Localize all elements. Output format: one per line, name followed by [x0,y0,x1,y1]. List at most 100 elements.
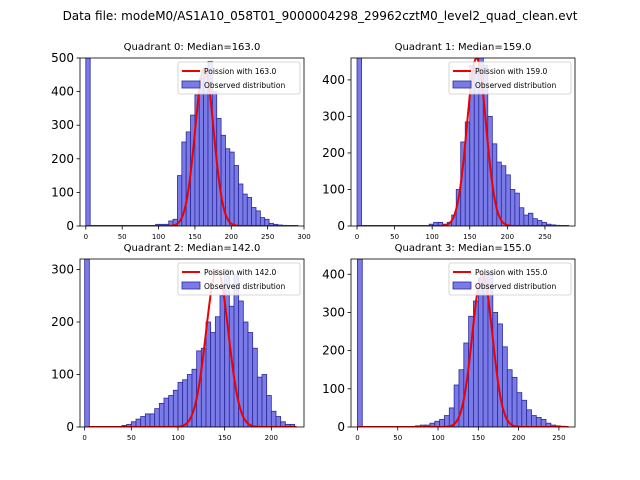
legend-label-observed: Observed distribution [475,282,556,291]
legend-label-observed: Observed distribution [204,81,285,90]
x-tick-label: 100 [425,233,438,241]
histogram-bar [516,392,523,427]
y-tick-label: 100 [322,382,345,396]
plot-area-3 [357,259,569,427]
histogram-bar [540,418,547,427]
poisson-curve [357,58,569,226]
y-tick-label: 200 [322,146,345,160]
legend-label-observed: Observed distribution [475,81,556,90]
histogram-bar [158,402,165,427]
histogram-bar [144,413,151,427]
histogram-bar [270,410,277,427]
legend-bar-swatch [452,80,472,89]
histogram-bar [259,217,266,226]
y-tick-label: 200 [322,344,345,358]
subplot-quadrant-1: Quadrant 1: Median=159.0 0 50 100 150 200 250 0… [322,42,576,241]
x-tick-label: 250 [261,233,274,241]
histogram-bar [242,193,248,226]
legend-label-poisson: Poission with 142.0 [204,268,277,277]
histogram-bar [444,415,450,427]
y-tick-label: 200 [51,152,74,166]
x-tick-label: 50 [393,434,402,442]
histogram-bar [238,183,244,226]
y-tick-label: 0 [337,219,345,233]
histogram-bar [214,316,221,427]
histogram-bar [149,413,156,427]
y-tick-label: 0 [66,219,74,233]
subplot-title: Quadrant 2: Median=142.0 [124,243,261,254]
subplot-title: Quadrant 3: Median=155.0 [395,243,532,254]
histogram-bar [264,218,270,226]
histogram-bar [289,423,296,427]
legend-box [177,61,301,95]
histogram-bar [163,397,170,427]
x-tick-label: 0 [355,434,359,442]
legend: Poission with 159.0 Observed distribution [448,61,572,95]
histogram-bar [511,376,518,427]
x-tick-label: 0 [355,233,359,241]
x-tick-label: 0 [84,233,88,241]
subplot-quadrant-3: Quadrant 3: Median=155.0 0 50 100 150 200 250 0… [322,243,576,442]
histogram-bar [135,418,142,427]
x-tick-label: 250 [552,434,565,442]
x-tick-label: 200 [225,233,238,241]
histogram-bar [205,321,212,427]
subplot-title: Quadrant 1: Median=159.0 [395,42,532,53]
poisson-curve [357,273,569,427]
legend-label-observed: Observed distribution [204,282,285,291]
histogram-bar [506,369,513,427]
histogram-bar [509,189,516,226]
histogram-bar [85,58,91,226]
y-tick-label: 300 [322,109,345,123]
plot-area-1 [356,58,569,226]
histogram-bar [198,77,205,226]
histogram-bar [356,58,362,226]
histogram-bar [210,332,216,427]
y-tick-label: 0 [66,420,74,434]
histogram-bar [252,347,258,427]
histogram-bar [514,192,520,226]
histogram-bar [523,214,529,226]
legend-box [448,61,572,95]
legend-label-poisson: Poission with 159.0 [475,67,548,76]
legend-bar-swatch [452,281,472,290]
x-tick-label: 50 [118,233,127,241]
histogram-bar [229,151,235,226]
histogram-bar [255,210,261,226]
subplot-quadrant-0: Quadrant 0: Median=163.0 0 50 100 150 200 250 3… [51,42,311,241]
histogram-bar [182,379,188,427]
histogram-bar [527,212,534,226]
legend: Poission with 163.0 Observed distribution [177,61,301,95]
y-tick-label: 400 [51,85,74,99]
histogram-bar [526,409,532,427]
x-tick-label: 150 [472,434,485,442]
histogram-bar [242,321,249,427]
y-tick-label: 0 [337,420,345,434]
y-tick-label: 300 [322,305,345,319]
y-tick-label: 100 [51,368,74,382]
y-tick-label: 400 [322,267,345,281]
histogram-bar [439,418,445,427]
x-tick-label: 100 [431,434,444,442]
legend-bar-swatch [181,281,201,290]
y-tick-label: 300 [51,263,74,277]
x-tick-label: 300 [297,233,310,241]
y-tick-label: 100 [322,182,345,196]
y-tick-label: 400 [322,73,345,87]
histogram-bar [477,277,484,427]
poisson-curve [85,66,299,226]
histogram-bar [497,323,503,427]
y-tick-label: 200 [51,315,74,329]
histogram-bar [532,218,538,226]
y-tick-label: 300 [51,118,74,132]
axes-frame [79,258,305,428]
histogram-bar [246,197,253,226]
x-tick-label: 50 [390,233,399,241]
subplot-quadrant-2: Quadrant 2: Median=142.0 0 50 100 150 200 0 100… [51,243,305,442]
x-tick-label: 100 [171,434,184,442]
x-tick-label: 150 [188,233,201,241]
histogram-bar [275,416,282,427]
histogram-bar [140,416,146,427]
histogram-bar [168,395,174,427]
